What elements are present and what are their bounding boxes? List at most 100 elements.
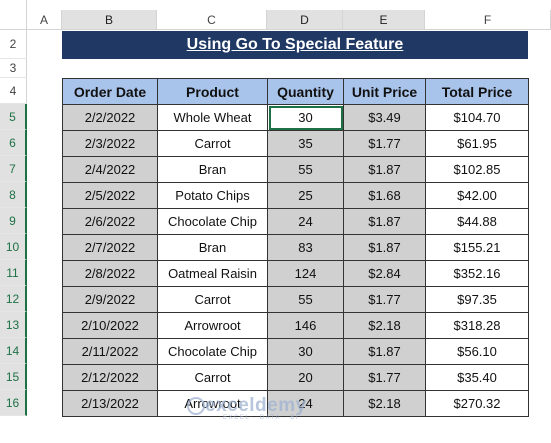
sheet-title[interactable]: Using Go To Special Feature	[62, 31, 528, 59]
table-row: 2/10/2022 Arrowroot 146 $2.18 $318.28	[62, 312, 529, 339]
table-header-row: Order Date Product Quantity Unit Price T…	[62, 78, 529, 105]
order-date-cell[interactable]: 2/6/2022	[62, 208, 158, 235]
row-header-2[interactable]: 2	[0, 30, 27, 59]
order-date-cell[interactable]: 2/5/2022	[62, 182, 158, 209]
product-cell[interactable]: Whole Wheat	[157, 104, 268, 131]
product-cell[interactable]: Bran	[157, 234, 268, 261]
order-date-cell[interactable]: 2/7/2022	[62, 234, 158, 261]
total-price-cell[interactable]: $104.70	[425, 104, 529, 131]
total-price-cell[interactable]: $352.16	[425, 260, 529, 287]
table-row: 2/6/2022 Chocolate Chip 24 $1.87 $44.88	[62, 208, 529, 235]
order-date-cell[interactable]: 2/9/2022	[62, 286, 158, 313]
product-cell[interactable]: Chocolate Chip	[157, 338, 268, 365]
product-cell[interactable]: Carrot	[157, 286, 268, 313]
row-header-6[interactable]: 6	[0, 130, 27, 156]
column-header-c[interactable]: C	[157, 10, 267, 30]
unit-price-cell[interactable]: $1.87	[343, 234, 426, 261]
unit-price-cell[interactable]: $1.77	[343, 130, 426, 157]
unit-price-cell[interactable]: $1.68	[343, 182, 426, 209]
total-price-cell[interactable]: $318.28	[425, 312, 529, 339]
total-price-cell[interactable]: $44.88	[425, 208, 529, 235]
total-price-cell[interactable]: $61.95	[425, 130, 529, 157]
header-order-date[interactable]: Order Date	[62, 78, 158, 105]
total-price-cell[interactable]: $270.32	[425, 390, 529, 417]
row-header-3[interactable]: 3	[0, 59, 27, 78]
row-header-14[interactable]: 14	[0, 338, 27, 364]
header-quantity[interactable]: Quantity	[267, 78, 344, 105]
product-cell[interactable]: Carrot	[157, 364, 268, 391]
header-unit-price[interactable]: Unit Price	[343, 78, 426, 105]
quantity-cell[interactable]: 24	[267, 390, 344, 417]
total-price-cell[interactable]: $35.40	[425, 364, 529, 391]
unit-price-cell[interactable]: $1.77	[343, 364, 426, 391]
product-cell[interactable]: Potato Chips	[157, 182, 268, 209]
total-price-cell[interactable]: $155.21	[425, 234, 529, 261]
order-date-cell[interactable]: 2/3/2022	[62, 130, 158, 157]
column-header-b[interactable]: B	[62, 10, 157, 30]
unit-price-cell[interactable]: $3.49	[343, 104, 426, 131]
unit-price-cell[interactable]: $1.77	[343, 286, 426, 313]
total-price-cell[interactable]: $42.00	[425, 182, 529, 209]
column-header-e[interactable]: E	[343, 10, 425, 30]
unit-price-cell[interactable]: $1.87	[343, 208, 426, 235]
row-header-10[interactable]: 10	[0, 234, 27, 260]
watermark-tagline: EXCEL · DATA · BI	[223, 415, 300, 421]
order-date-cell[interactable]: 2/10/2022	[62, 312, 158, 339]
quantity-cell[interactable]: 55	[267, 156, 344, 183]
order-date-cell[interactable]: 2/8/2022	[62, 260, 158, 287]
product-cell[interactable]: Bran	[157, 156, 268, 183]
quantity-cell[interactable]: 35	[267, 130, 344, 157]
order-date-cell[interactable]: 2/13/2022	[62, 390, 158, 417]
total-price-cell[interactable]: $102.85	[425, 156, 529, 183]
order-date-cell[interactable]: 2/11/2022	[62, 338, 158, 365]
table-row: 2/5/2022 Potato Chips 25 $1.68 $42.00	[62, 182, 529, 209]
product-cell[interactable]: Carrot	[157, 130, 268, 157]
header-total-price[interactable]: Total Price	[425, 78, 529, 105]
exceldemy-watermark: exceldemy EXCEL · DATA · BI	[187, 395, 307, 421]
row-header-4[interactable]: 4	[0, 78, 27, 104]
quantity-cell[interactable]: 124	[267, 260, 344, 287]
row-header-8[interactable]: 8	[0, 182, 27, 208]
quantity-cell[interactable]: 55	[267, 286, 344, 313]
row-header-15[interactable]: 15	[0, 364, 27, 390]
quantity-cell[interactable]: 24	[267, 208, 344, 235]
row-header-13[interactable]: 13	[0, 312, 27, 338]
product-cell[interactable]: Arrowroot	[157, 312, 268, 339]
quantity-cell[interactable]: 20	[267, 364, 344, 391]
table-row: 2/11/2022 Chocolate Chip 30 $1.87 $56.10	[62, 338, 529, 365]
order-date-cell[interactable]: 2/2/2022	[62, 104, 158, 131]
order-date-cell[interactable]: 2/4/2022	[62, 156, 158, 183]
quantity-cell[interactable]: 25	[267, 182, 344, 209]
exceldemy-logo-icon	[187, 397, 205, 415]
sales-table: Order Date Product Quantity Unit Price T…	[62, 78, 529, 417]
table-row: 2/3/2022 Carrot 35 $1.77 $61.95	[62, 130, 529, 157]
product-cell[interactable]: Oatmeal Raisin	[157, 260, 268, 287]
row-header-5[interactable]: 5	[0, 104, 27, 130]
table-row: 2/2/2022 Whole Wheat 30 $3.49 $104.70	[62, 104, 529, 131]
row-header-9[interactable]: 9	[0, 208, 27, 234]
column-header-a[interactable]: A	[27, 10, 62, 30]
quantity-cell[interactable]: 30	[267, 104, 344, 131]
product-cell[interactable]: Chocolate Chip	[157, 208, 268, 235]
row-header-7[interactable]: 7	[0, 156, 27, 182]
table-row: 2/12/2022 Carrot 20 $1.77 $35.40	[62, 364, 529, 391]
unit-price-cell[interactable]: $2.84	[343, 260, 426, 287]
total-price-cell[interactable]: $56.10	[425, 338, 529, 365]
total-price-cell[interactable]: $97.35	[425, 286, 529, 313]
quantity-cell[interactable]: 146	[267, 312, 344, 339]
select-all-corner[interactable]	[0, 0, 27, 30]
unit-price-cell[interactable]: $2.18	[343, 390, 426, 417]
order-date-cell[interactable]: 2/12/2022	[62, 364, 158, 391]
quantity-cell[interactable]: 30	[267, 338, 344, 365]
column-header-d[interactable]: D	[267, 10, 343, 30]
column-header-f[interactable]: F	[425, 10, 551, 30]
row-header-16[interactable]: 16	[0, 390, 27, 416]
unit-price-cell[interactable]: $1.87	[343, 156, 426, 183]
quantity-cell[interactable]: 83	[267, 234, 344, 261]
unit-price-cell[interactable]: $2.18	[343, 312, 426, 339]
header-product[interactable]: Product	[157, 78, 268, 105]
row-header-11[interactable]: 11	[0, 260, 27, 286]
row-header-12[interactable]: 12	[0, 286, 27, 312]
unit-price-cell[interactable]: $1.87	[343, 338, 426, 365]
